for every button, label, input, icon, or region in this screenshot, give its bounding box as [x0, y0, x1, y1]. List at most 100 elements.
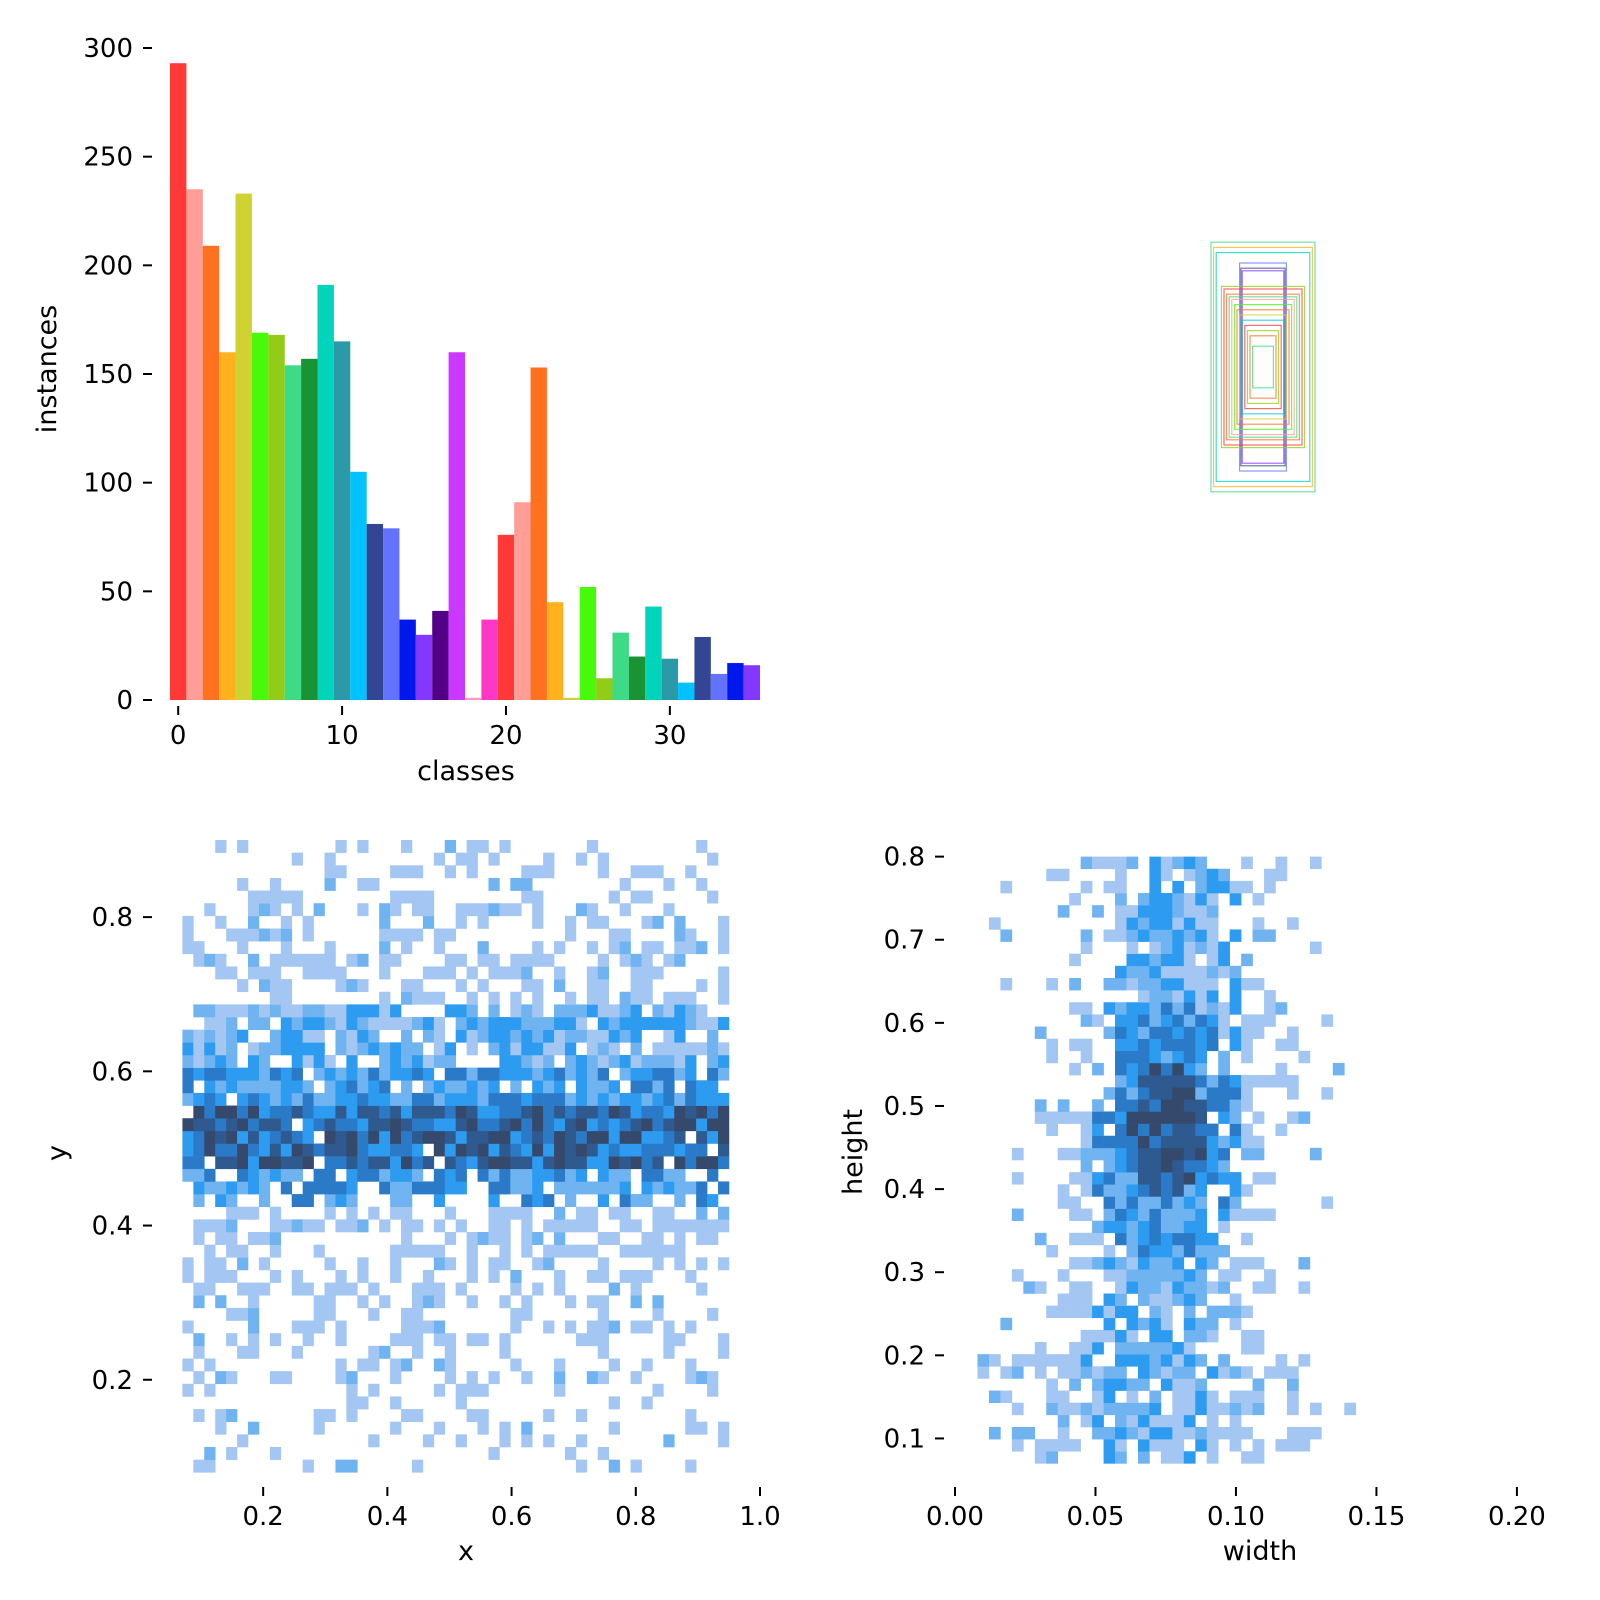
xy-heatmap-cell — [335, 1459, 347, 1473]
xy-heatmap-cell — [696, 1181, 708, 1195]
xy-heatmap-cell — [324, 865, 336, 879]
wh-heatmap-cell — [1115, 1293, 1127, 1306]
xy-heatmap-cell — [477, 1333, 489, 1347]
xy-heatmap-cell — [521, 1307, 533, 1321]
xy-heatmap-cell — [390, 1244, 402, 1258]
xy-heatmap-cell — [532, 1232, 544, 1245]
wh-heatmap-cell — [1103, 1220, 1116, 1234]
xy-heatmap-cell — [510, 991, 522, 1005]
xy-heatmap-cell — [335, 865, 347, 879]
xy-heatmap-cell — [674, 1130, 686, 1144]
wh-heatmap-cell — [1011, 1366, 1024, 1379]
xy-heatmap-cell — [564, 1067, 577, 1081]
xy-heatmap-cell — [630, 1054, 642, 1068]
xy-heatmap-cell — [248, 1345, 260, 1359]
xy-heatmap-cell — [554, 941, 566, 955]
xy-heatmap-cell — [401, 1105, 413, 1119]
xy-heatmap-cell — [422, 1320, 435, 1334]
xy-heatmap-cell — [444, 1333, 456, 1347]
xy-heatmap-cell — [685, 1219, 697, 1233]
xy-heatmap-cell — [663, 1017, 675, 1030]
wh-heatmap-cell — [1057, 868, 1070, 882]
xy-heatmap-cell — [390, 1371, 402, 1385]
xy-heatmap-cell — [313, 1421, 325, 1435]
xy-heatmap-cell — [554, 1067, 566, 1081]
wh-heatmap-cell — [1183, 1329, 1196, 1343]
wh-heatmap-cell — [1034, 1281, 1047, 1294]
wh-heatmap-cell — [1229, 1002, 1242, 1015]
xy-heatmap-cell — [182, 1054, 194, 1068]
xy-heatmap-cell — [237, 941, 249, 955]
xy-heatmap-cell — [499, 1206, 511, 1220]
xy-heatmap-cell — [466, 903, 478, 917]
xy-heatmap-cell — [444, 1168, 456, 1182]
xy-heatmap-cell — [488, 1156, 500, 1170]
wh-heatmap-cell — [1195, 856, 1208, 870]
xy-heatmap-cell — [674, 1017, 686, 1030]
xy-heatmap-cell — [346, 1383, 358, 1397]
xy-heatmap-cell — [302, 1029, 314, 1043]
xy-heatmap-cell — [586, 1219, 599, 1233]
xy-heatmap-cell — [215, 1004, 227, 1018]
xy-heatmap-cell — [619, 991, 631, 1005]
xy-heatmap-cell — [379, 953, 391, 967]
xy-heatmap-cell — [193, 1029, 205, 1043]
wh-heatmap-cell — [1000, 1390, 1013, 1404]
class-histogram-xtick-label: 10 — [326, 721, 359, 751]
xy-heatmap-cell — [313, 1181, 325, 1195]
wh-heatmap-cell — [1195, 1160, 1208, 1173]
xy-heatmap-cell — [543, 852, 555, 866]
xy-heatmap-cell — [532, 1092, 544, 1106]
xy-heatmap-cell — [674, 915, 686, 929]
xy-heatmap-cell — [357, 1080, 369, 1094]
box-outline-10 — [1231, 298, 1295, 436]
xy-heatmap-cell — [346, 1130, 358, 1144]
xy-heatmap-cell — [291, 903, 303, 917]
wh-heatmap-cell — [1172, 1002, 1185, 1015]
xy-heatmap-cell — [444, 1042, 456, 1056]
xy-heatmap-cell — [357, 1042, 369, 1056]
wh-heatmap-cell — [1172, 1244, 1185, 1258]
wh-heatmap-cell — [1115, 1329, 1127, 1343]
xy-heatmap-cell — [357, 1143, 369, 1157]
wh-heatmap-cell — [1115, 1050, 1127, 1064]
wh-heatmap-cell — [1126, 1220, 1139, 1234]
wh-heatmap-cell — [1195, 1050, 1208, 1064]
xy-heatmap-cell — [532, 941, 544, 955]
xy-heatmap-cell — [586, 1130, 599, 1144]
xy-heatmap-cell — [510, 1358, 522, 1372]
xy-heatmap-cell — [543, 1156, 555, 1170]
xy-heatmap-cell — [652, 1219, 664, 1233]
wh-heatmap-cell — [1218, 1281, 1230, 1294]
xy-heatmap-cell — [401, 1181, 413, 1195]
xy-heatmap-cell — [335, 1105, 347, 1119]
xy-heatmap-cell — [466, 852, 478, 866]
wh-heatmap-cell — [1241, 1014, 1253, 1027]
xy-heatmap-cell — [444, 966, 456, 980]
xy-heatmap-cell — [597, 1017, 610, 1030]
wh-heatmap-cell — [1206, 917, 1219, 930]
xy-heatmap-cell — [379, 991, 391, 1005]
xy-heatmap-cell — [608, 1206, 620, 1220]
xy-heatmap-cell — [707, 1092, 719, 1106]
wh-heatmap-cell — [1046, 1451, 1059, 1464]
wh-heatmap-cell — [1023, 1426, 1036, 1440]
wh-heatmap-cell — [1057, 1414, 1070, 1428]
wh-heatmap-cell — [1241, 1050, 1253, 1064]
xy-heatmap-cell — [663, 1143, 675, 1157]
xy-heatmap-cell — [499, 1181, 511, 1195]
wh-heatmap-cell — [1183, 1244, 1196, 1258]
class-bar-27 — [612, 632, 629, 700]
wh-heatmap-cell — [1069, 1062, 1081, 1076]
xy-heatmap-cell — [433, 1105, 446, 1119]
xy-heatmap-cell — [280, 915, 293, 929]
xy-heatmap-cell — [641, 1194, 653, 1208]
wh-heatmap-cell — [1160, 917, 1173, 930]
xy-heatmap-cell — [182, 1168, 194, 1182]
xy-heatmap-cell — [357, 1105, 369, 1119]
wh-heatmap-cell — [1103, 1329, 1116, 1343]
xy-heatmap-cell — [575, 1168, 588, 1182]
xy-heatmap-cell — [444, 1080, 456, 1094]
wh-heatmap-cell — [1241, 1342, 1253, 1355]
wh-heatmap-cell — [1126, 1232, 1139, 1246]
